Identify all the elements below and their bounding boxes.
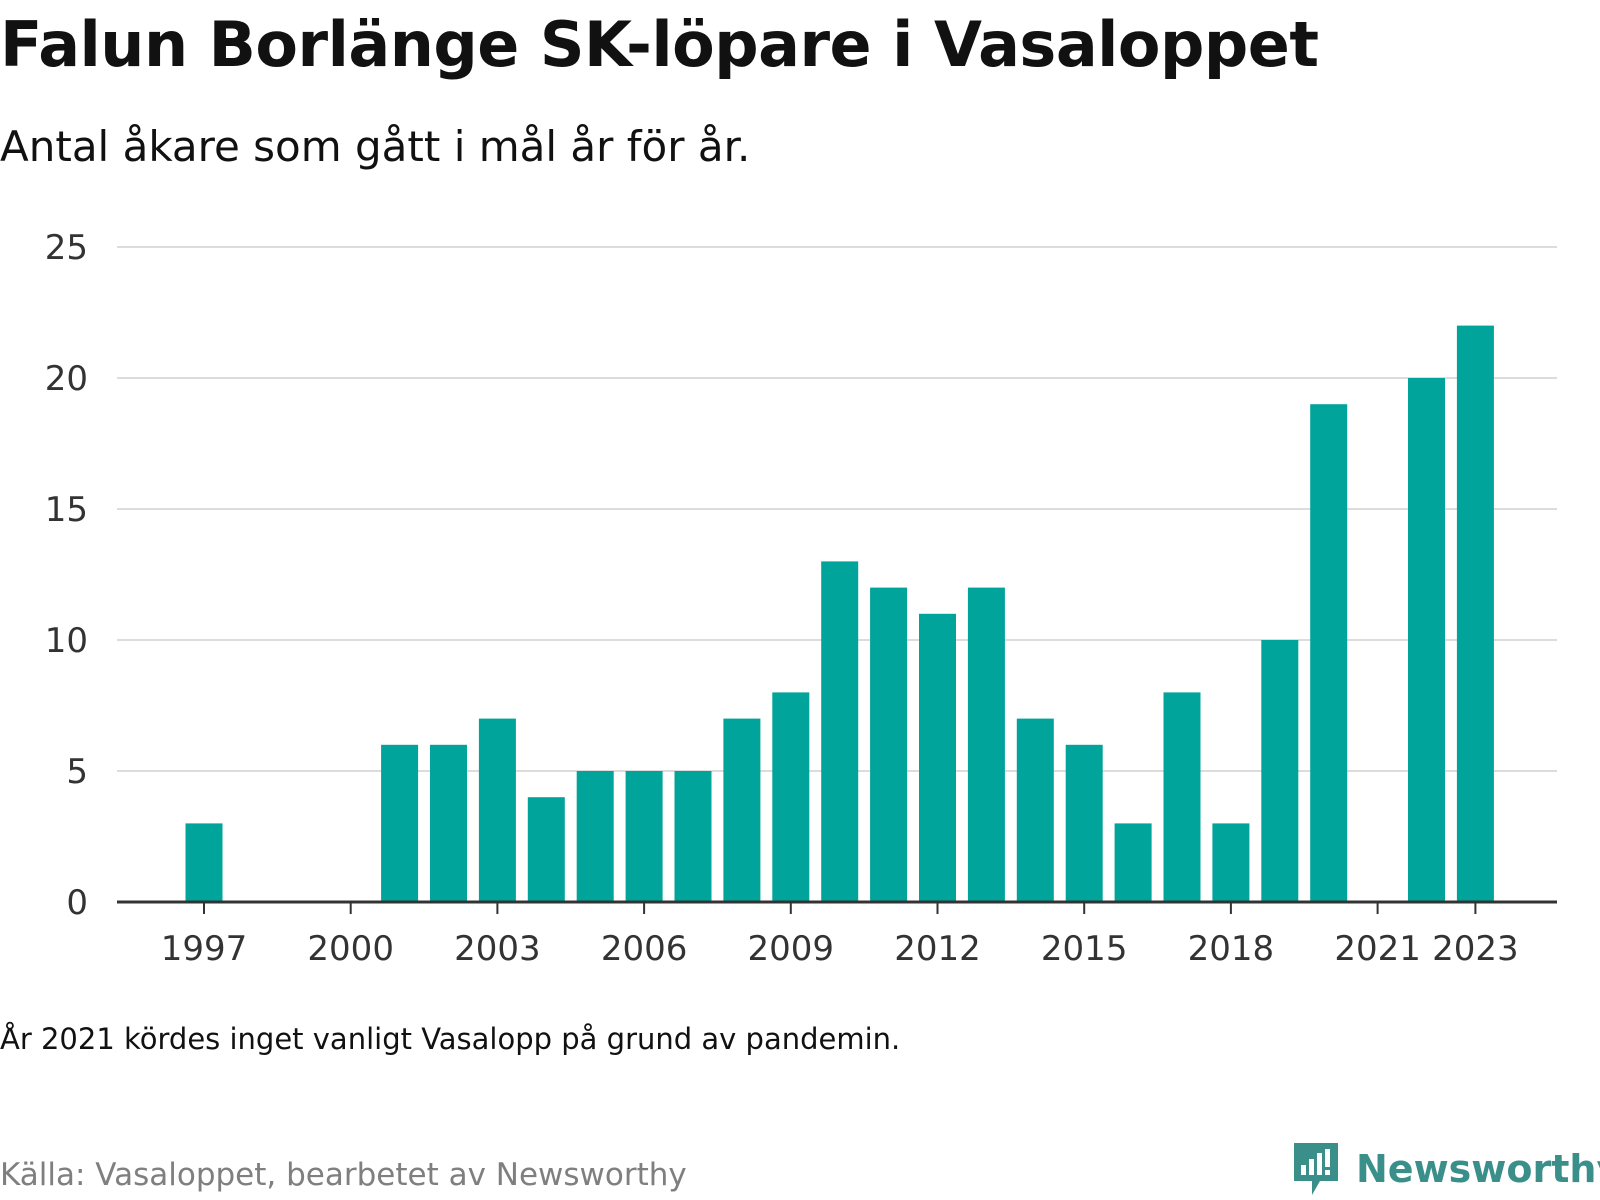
x-tick-label: 2023 bbox=[1432, 929, 1519, 969]
x-tick-label: 2006 bbox=[601, 929, 688, 969]
bar-1997 bbox=[185, 823, 223, 902]
x-tick-label: 2021 bbox=[1334, 929, 1421, 969]
newsworthy-logo-icon bbox=[1294, 1143, 1338, 1195]
x-tick-label: 2012 bbox=[894, 929, 981, 969]
chart-subtitle: Antal åkare som gått i mål år för år. bbox=[0, 122, 751, 171]
x-tick-label: 2003 bbox=[454, 929, 541, 969]
y-tick-label: 10 bbox=[45, 621, 88, 661]
bar-2001 bbox=[381, 744, 419, 902]
bar-2015 bbox=[1065, 744, 1103, 902]
x-tick-label: 2000 bbox=[307, 929, 394, 969]
y-axis-labels: 0 5 10 15 20 25 bbox=[45, 228, 88, 923]
footnote: År 2021 kördes inget vanligt Vasalopp på… bbox=[0, 1022, 901, 1056]
bar-2012 bbox=[919, 613, 956, 902]
bar-2003 bbox=[478, 718, 516, 902]
bar-2014 bbox=[1016, 718, 1054, 902]
bar-2010 bbox=[821, 561, 859, 902]
bar-2007 bbox=[674, 771, 712, 902]
y-tick-label: 5 bbox=[66, 752, 88, 792]
x-axis-labels: 1997 2000 2003 2006 2009 2012 2015 2018 2021 2023 bbox=[161, 929, 1519, 969]
bar-2022 bbox=[1408, 378, 1445, 902]
bar-2011 bbox=[870, 587, 908, 902]
bar-2019 bbox=[1261, 640, 1299, 902]
bar-2023 bbox=[1456, 325, 1494, 903]
bar-2013 bbox=[967, 587, 1005, 902]
bar-2018 bbox=[1212, 823, 1250, 902]
bar-2017 bbox=[1163, 692, 1201, 902]
logo-text: Newsworthy bbox=[1356, 1147, 1600, 1191]
x-tick-label: 2015 bbox=[1041, 929, 1128, 969]
bar-2016 bbox=[1114, 823, 1152, 902]
bar-2009 bbox=[772, 692, 810, 902]
bar-chart: 0 5 10 15 20 25 1997 2000 2003 2006 2009 2012 2015 2… bbox=[45, 228, 1557, 969]
bar-2002 bbox=[430, 744, 467, 902]
bar-2004 bbox=[527, 797, 565, 902]
x-tick-label: 1997 bbox=[161, 929, 248, 969]
bar-2008 bbox=[723, 718, 761, 902]
bars bbox=[185, 325, 1494, 903]
y-tick-label: 25 bbox=[45, 228, 88, 268]
chart-title: Falun Borlänge SK-löpare i Vasaloppet bbox=[0, 8, 1319, 81]
bar-2005 bbox=[576, 771, 614, 902]
x-tick-label: 2009 bbox=[748, 929, 835, 969]
y-tick-label: 20 bbox=[45, 359, 88, 399]
newsworthy-logo: Newsworthy bbox=[1290, 1140, 1600, 1198]
x-tick-label: 2018 bbox=[1188, 929, 1275, 969]
bar-2020 bbox=[1310, 404, 1348, 902]
bar-2006 bbox=[625, 771, 663, 902]
source-text: Källa: Vasaloppet, bearbetet av Newswort… bbox=[0, 1157, 687, 1193]
y-tick-label: 15 bbox=[45, 490, 88, 530]
y-tick-label: 0 bbox=[66, 883, 88, 923]
x-axis bbox=[117, 900, 1557, 914]
